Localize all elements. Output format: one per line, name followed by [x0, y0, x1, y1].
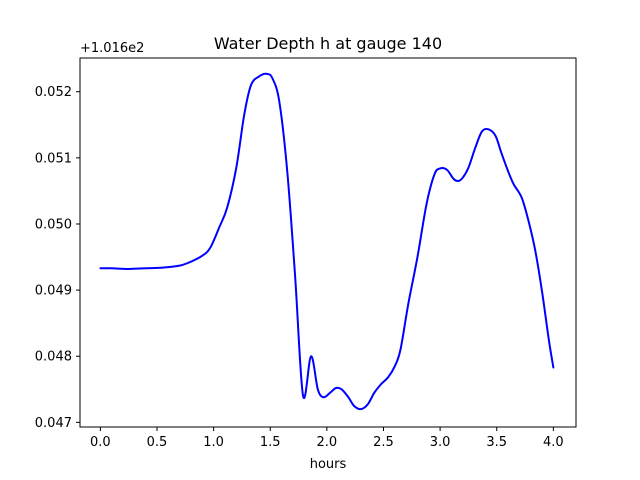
x-tick-label: 0.5: [147, 435, 168, 450]
axes-frame: [79, 57, 577, 428]
y-tick-label: 0.048: [35, 350, 72, 365]
x-tick-label: 4.0: [543, 435, 564, 450]
y-tick-label: 0.050: [35, 217, 72, 232]
x-tick-label: 0.0: [90, 435, 111, 450]
x-tick-label: 1.0: [203, 435, 224, 450]
chart-title: Water Depth h at gauge 140: [214, 34, 442, 53]
x-axis-label: hours: [310, 457, 347, 472]
x-tick-label: 3.5: [486, 435, 507, 450]
y-offset-label: +1.016e2: [80, 41, 144, 56]
x-tick-label: 2.0: [317, 435, 338, 450]
series-line-0: [99, 72, 555, 411]
y-tick-label: 0.051: [35, 151, 72, 166]
y-tick-label: 0.052: [35, 85, 72, 100]
x-tick-label: 1.5: [260, 435, 281, 450]
x-tick-label: 2.5: [373, 435, 394, 450]
x-tick-label: 3.0: [430, 435, 451, 450]
plot-area: 0.0 0.5 1.0 1.5 2.0 2.5 3.0 3.5 4.0 0.047 0.048 0.0…: [35, 72, 564, 450]
y-tick-label: 0.047: [35, 416, 72, 431]
y-tick-label: 0.049: [35, 284, 72, 299]
